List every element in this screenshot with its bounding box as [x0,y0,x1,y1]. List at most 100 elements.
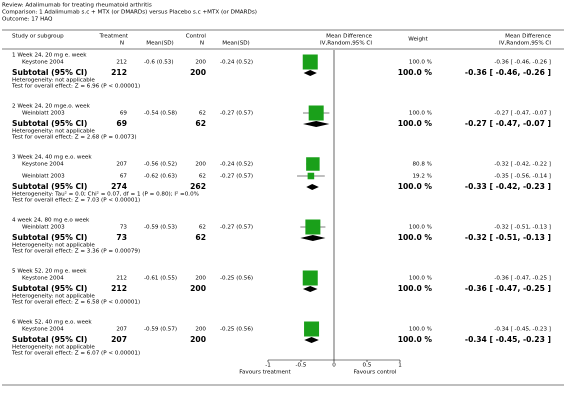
subtotal-label: Subtotal (95% CI) [12,284,87,293]
x-tick-label: -1 [265,363,271,369]
subtotal-control-n: 262 [190,182,206,191]
review: Review: Adalimumab for treating rheumato… [2,3,152,9]
study-square [307,172,315,180]
control-mean-sd: -0.27 (0.57) [220,225,253,231]
heterogeneity: Heterogeneity: Tau² = 0.0; Chi² = 0.07, … [12,191,199,198]
subtotal-treatment-n: 212 [111,68,127,77]
subtotal-control-n: 200 [190,335,206,344]
subtotal-control-n: 62 [195,119,206,128]
treatment-mean-sd: -0.6 (0.53) [144,60,174,66]
study-square [302,54,318,70]
heterogeneity: Heterogeneity: not applicable [12,294,95,300]
subtotal-label: Subtotal (95% CI) [12,335,87,344]
subtotal-control-n: 200 [190,284,206,293]
subtotal-weight: 100.0 % [398,182,433,191]
weight: 100.0 % [409,327,432,333]
subgroup-label: 4 week 24, 80 mg e.o week [12,218,90,224]
subtotal-diamond [302,286,318,292]
subgroup-label: 2 Week 24, 20 mge.o. week [12,104,91,110]
heterogeneity: Heterogeneity: not applicable [12,243,95,249]
treatment-n: 212 [116,276,127,282]
treatment-n: 212 [116,60,127,66]
col-header: IV,Random,95% CI [320,41,372,47]
col-header: IV,Random,95% CI [499,41,551,47]
subtotal-diamond [300,235,326,241]
subgroup-label: 5 Week 52, 20 mg e. week [12,269,87,275]
subtotal-diamond [303,70,317,76]
subtotal-treatment-n: 73 [116,233,127,242]
col-header: Mean Difference [326,34,372,40]
heterogeneity: Heterogeneity: not applicable [12,78,95,84]
study-square [306,157,320,171]
subtotal-control-n: 62 [195,233,206,242]
control-n: 62 [199,111,206,117]
estimate: -0.32 [ -0.51, -0.13 ] [494,225,551,231]
control-mean-sd: -0.27 (0.57) [220,111,253,117]
col-header: Control [186,34,207,40]
col-header: Mean Difference [505,34,551,40]
subtotal-estimate: -0.36 [ -0.47, -0.25 ] [465,284,551,293]
treatment-n: 69 [120,111,128,117]
control-mean-sd: -0.27 (0.57) [220,174,253,180]
weight: 100.0 % [409,225,432,231]
overall-effect: Test for overall effect: Z = 6.07 (P < 0… [11,351,140,357]
x-tick-label: 1 [398,363,402,369]
subtotal-estimate: -0.32 [ -0.51, -0.13 ] [465,233,551,242]
treatment-n: 207 [116,162,127,168]
control-n: 200 [195,162,206,168]
weight: 100.0 % [409,111,432,117]
estimate: -0.27 [ -0.47, -0.07 ] [494,111,551,117]
subtotal-diamond [302,121,330,127]
weight: 100.0 % [409,276,432,282]
subtotal-estimate: -0.34 [ -0.45, -0.23 ] [465,335,551,344]
subtotal-label: Subtotal (95% CI) [12,233,87,242]
x-tick-label: 0.5 [363,363,372,369]
outcome: Outcome: 17 HAQ [2,17,53,23]
subtotal-diamond [306,184,319,190]
study-name: Weinblatt 2003 [22,225,65,231]
x-tick-label: -0.5 [296,363,307,369]
weight: 100.0 % [409,60,432,66]
estimate: -0.35 [ -0.56, -0.14 ] [494,174,551,180]
study-square [308,105,324,121]
col-header: N [120,41,124,47]
subtotal-weight: 100.0 % [398,68,433,77]
treatment-n: 73 [120,225,128,231]
weight: 19.2 % [412,174,432,180]
study-name: Weinblatt 2003 [22,111,65,117]
study-square [304,321,320,337]
control-mean-sd: -0.24 (0.52) [220,162,253,168]
subgroup-label: 6 Week 52, 40 mg e.o. week [12,320,92,326]
treatment-mean-sd: -0.62 (0.63) [144,174,177,180]
subtotal-weight: 100.0 % [398,335,433,344]
treatment-mean-sd: -0.61 (0.55) [144,276,177,282]
control-mean-sd: -0.25 (0.56) [220,276,253,282]
study-square [305,219,321,235]
subtotal-treatment-n: 274 [111,182,127,191]
control-mean-sd: -0.25 (0.56) [220,327,253,333]
treatment-mean-sd: -0.54 (0.58) [144,111,177,117]
subtotal-label: Subtotal (95% CI) [12,68,87,77]
subgroup-label: 1 Week 24, 20 mg e. week [12,53,87,59]
heterogeneity: Heterogeneity: not applicable [12,345,95,351]
treatment-n: 67 [120,174,128,180]
control-n: 62 [199,174,206,180]
estimate: -0.34 [ -0.45, -0.23 ] [494,327,551,333]
col-header: Weight [408,37,428,43]
control-mean-sd: -0.24 (0.52) [220,60,253,66]
col-header: Mean(SD) [222,41,249,47]
subtotal-label: Subtotal (95% CI) [12,119,87,128]
subtotal-label: Subtotal (95% CI) [12,182,87,191]
heterogeneity: Heterogeneity: not applicable [12,129,95,135]
study-square [302,270,318,286]
estimate: -0.36 [ -0.46, -0.26 ] [494,60,551,66]
control-n: 200 [195,327,206,333]
overall-effect: Test for overall effect: Z = 6.96 (P < 0… [11,84,140,90]
control-n: 62 [199,225,206,231]
favours-right: Favours control [354,370,397,376]
subtotal-treatment-n: 69 [116,119,127,128]
subtotal-treatment-n: 207 [111,335,127,344]
subtotal-weight: 100.0 % [398,284,433,293]
